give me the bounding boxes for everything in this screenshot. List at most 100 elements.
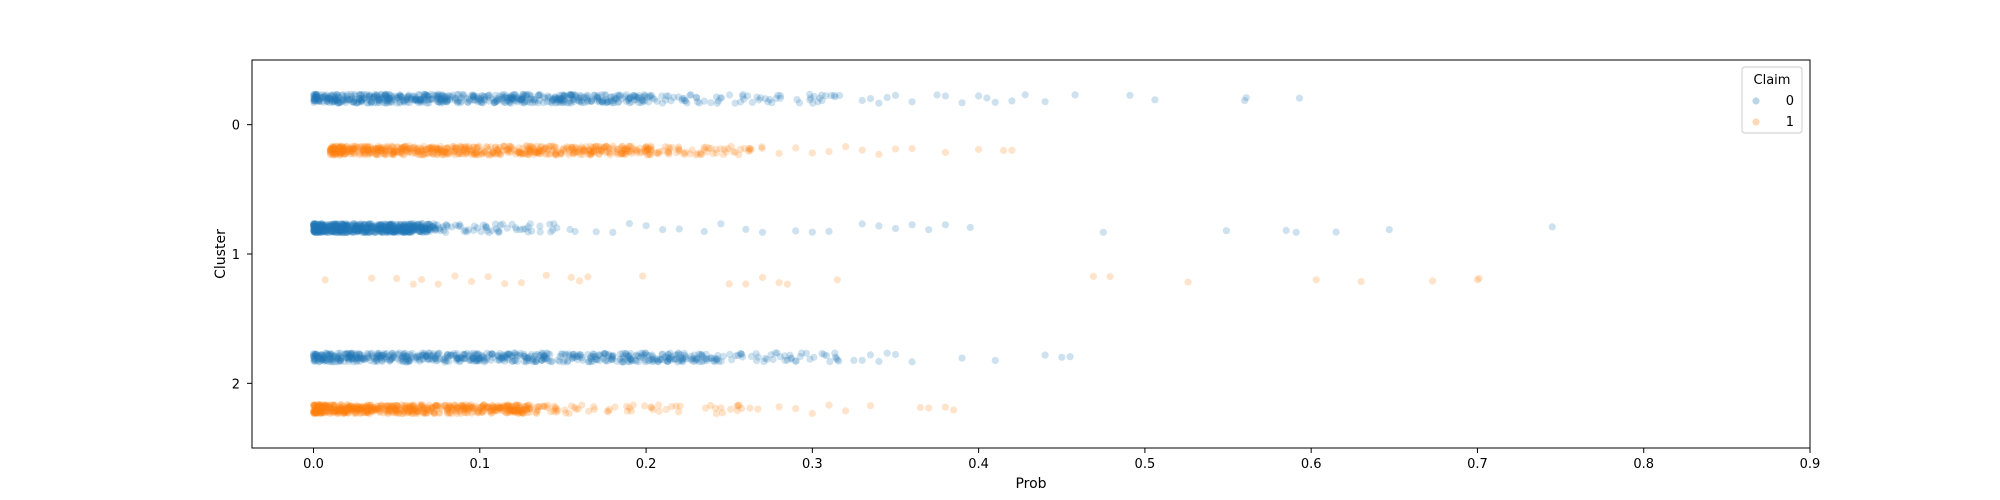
data-point — [486, 94, 494, 102]
data-point — [311, 222, 319, 230]
data-point — [341, 221, 349, 230]
data-point — [319, 224, 327, 232]
data-point — [506, 98, 514, 106]
data-point — [336, 99, 344, 107]
data-point — [1021, 91, 1029, 99]
data-point — [522, 91, 530, 99]
data-point — [1041, 351, 1049, 359]
data-point — [590, 91, 598, 99]
data-point — [330, 96, 338, 104]
data-point — [364, 224, 372, 232]
data-point — [425, 224, 433, 232]
data-point — [512, 226, 521, 234]
data-point — [717, 404, 725, 412]
x-tick-label: 0.5 — [1135, 457, 1156, 472]
data-point — [337, 220, 345, 228]
data-point — [355, 227, 363, 235]
data-point — [384, 226, 392, 235]
data-point — [644, 93, 652, 101]
data-point — [405, 226, 413, 234]
data-point — [389, 222, 398, 230]
data-point — [595, 150, 603, 158]
data-point — [374, 94, 382, 102]
data-point — [319, 222, 327, 230]
data-point — [387, 98, 395, 106]
data-point — [352, 227, 361, 235]
data-point — [310, 92, 318, 100]
data-point — [440, 92, 448, 100]
data-point — [359, 96, 367, 104]
data-point — [543, 98, 551, 106]
data-point — [424, 409, 432, 417]
data-point — [385, 228, 393, 236]
data-point — [436, 355, 444, 363]
data-point — [336, 227, 344, 235]
data-point — [875, 150, 883, 158]
data-point — [330, 223, 338, 231]
data-point — [516, 96, 524, 104]
data-point — [473, 92, 481, 100]
data-point — [405, 91, 413, 99]
data-point — [400, 97, 408, 105]
data-point — [411, 93, 419, 101]
data-point — [420, 93, 428, 101]
data-point — [554, 407, 562, 415]
data-point — [377, 222, 385, 230]
plot-frame — [251, 59, 1811, 449]
data-point — [439, 98, 447, 106]
data-point — [387, 226, 395, 234]
data-point — [553, 97, 561, 105]
data-point — [357, 91, 365, 99]
data-point — [747, 145, 755, 153]
data-point — [560, 96, 568, 104]
data-point — [792, 227, 800, 235]
data-point — [410, 96, 418, 104]
data-point — [442, 97, 450, 105]
data-point — [418, 151, 426, 159]
data-point — [891, 224, 900, 233]
data-point — [866, 402, 875, 410]
data-point — [588, 95, 597, 103]
data-point — [488, 408, 496, 416]
data-point — [442, 92, 450, 100]
data-point — [392, 406, 400, 414]
data-point — [429, 356, 437, 364]
data-point — [718, 94, 726, 102]
data-point — [329, 98, 337, 107]
data-point — [557, 96, 565, 104]
data-point — [315, 97, 323, 105]
data-point — [313, 228, 321, 236]
data-point — [517, 279, 526, 287]
y-tick-label: 0 — [232, 119, 240, 134]
data-point — [349, 228, 357, 236]
data-point — [591, 91, 599, 99]
data-point — [432, 91, 440, 99]
data-point — [318, 228, 326, 236]
data-point — [435, 91, 443, 99]
data-point — [505, 98, 513, 106]
data-point — [394, 223, 402, 231]
data-point — [1475, 274, 1483, 282]
data-point — [341, 222, 349, 230]
data-point — [326, 95, 334, 103]
data-point — [360, 228, 368, 237]
data-point — [574, 96, 582, 104]
data-point — [634, 94, 642, 102]
data-point — [406, 99, 414, 107]
data-point — [322, 224, 330, 232]
data-point — [327, 92, 335, 100]
data-point — [310, 220, 318, 228]
data-point — [319, 227, 327, 235]
data-point — [941, 221, 950, 229]
data-point — [342, 95, 350, 103]
data-point — [950, 406, 958, 414]
data-point — [508, 95, 516, 103]
data-point — [415, 226, 423, 234]
data-point — [627, 142, 635, 150]
data-point — [425, 99, 433, 107]
data-point — [513, 94, 521, 103]
data-point — [806, 355, 814, 363]
data-point — [507, 95, 515, 103]
data-point — [357, 97, 365, 105]
data-point — [825, 401, 833, 409]
